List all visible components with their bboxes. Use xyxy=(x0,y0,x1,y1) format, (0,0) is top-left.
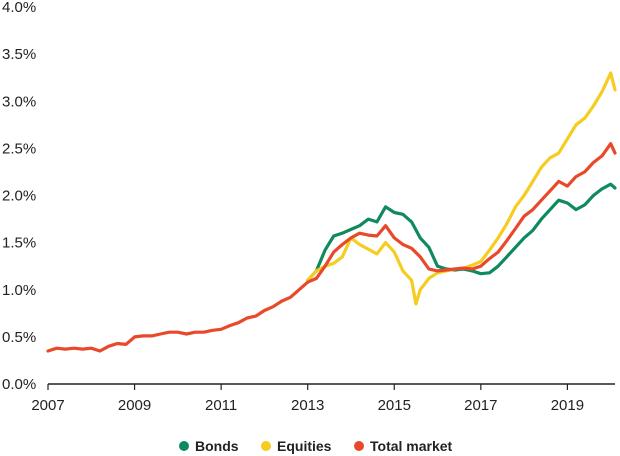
x-tick-label: 2011 xyxy=(205,397,237,414)
series-line-bonds xyxy=(306,182,617,282)
y-tick-label: 1.0% xyxy=(2,282,36,299)
legend-marker xyxy=(354,441,364,451)
y-tick-label: 0.0% xyxy=(2,376,36,393)
y-tick-label: 2.5% xyxy=(2,140,36,157)
x-tick-label: 2019 xyxy=(551,397,584,414)
legend-label: Total market xyxy=(370,438,453,454)
x-tick-label: 2007 xyxy=(31,397,64,414)
x-tick-label: 2015 xyxy=(378,397,411,414)
y-tick-label: 1.5% xyxy=(2,235,36,252)
legend: Bonds Equities Total market xyxy=(179,438,453,454)
x-tick-label: 2013 xyxy=(291,397,324,414)
legend-label: Equities xyxy=(277,438,332,454)
y-axis-tick-labels: 0.0% 0.5% 1.0% 1.5% 2.0% 2.5% 3.0% 3.5% 4.0% xyxy=(2,0,36,393)
x-tick-label: 2009 xyxy=(118,397,151,414)
y-tick-label: 3.5% xyxy=(2,46,36,63)
x-axis-tick-labels: 2007 2009 2011 2013 2015 2017 2019 xyxy=(31,384,584,414)
y-tick-label: 4.0% xyxy=(2,0,36,16)
legend-marker xyxy=(261,441,271,451)
series-line-total-market xyxy=(46,142,617,353)
series-layer xyxy=(46,71,617,353)
y-tick-label: 3.0% xyxy=(2,93,36,110)
legend-label: Bonds xyxy=(195,438,239,454)
legend-marker xyxy=(179,441,189,451)
y-tick-label: 2.0% xyxy=(2,188,36,205)
x-tick-label: 2017 xyxy=(464,397,497,414)
y-tick-label: 0.5% xyxy=(2,329,36,346)
